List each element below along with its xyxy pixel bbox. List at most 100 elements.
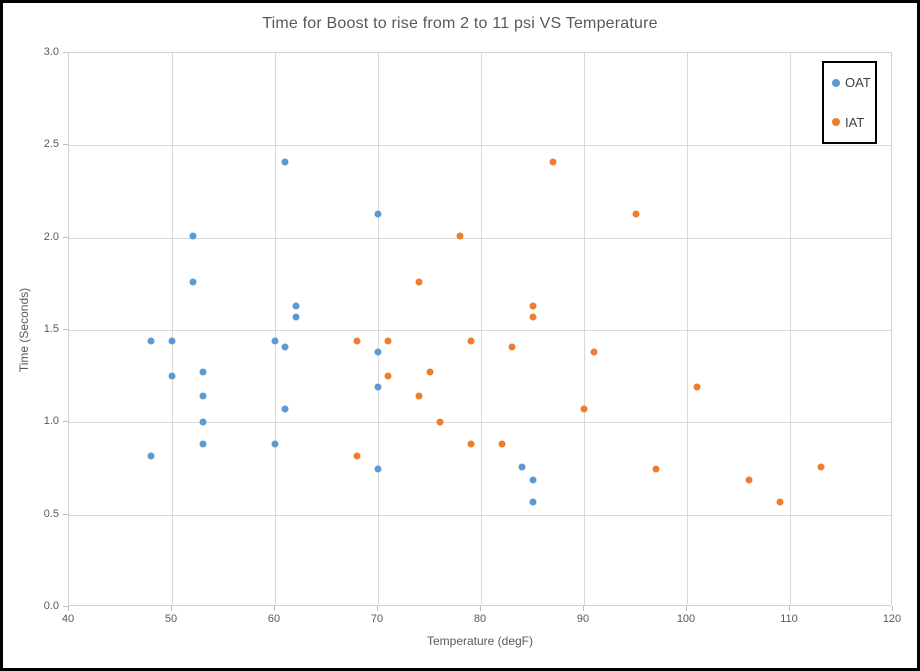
data-point-iat xyxy=(745,476,753,484)
legend-label-iat: IAT xyxy=(845,114,865,130)
x-tick-mark xyxy=(686,606,687,611)
data-point-iat xyxy=(498,440,506,448)
gridline-vertical xyxy=(172,53,173,605)
data-point-iat xyxy=(508,343,516,351)
data-point-oat xyxy=(189,232,197,240)
y-tick-label: 1.5 xyxy=(43,323,59,335)
data-point-iat xyxy=(693,383,701,391)
x-tick-label: 120 xyxy=(882,613,902,625)
gridline-vertical xyxy=(584,53,585,605)
data-point-oat xyxy=(168,337,176,345)
y-tick-mark xyxy=(63,236,68,238)
data-point-iat xyxy=(456,232,464,240)
data-point-iat xyxy=(467,440,475,448)
y-tick-label: 0.0 xyxy=(43,600,59,612)
y-tick-label: 2.0 xyxy=(43,230,59,243)
gridline-horizontal xyxy=(69,237,891,239)
data-point-oat xyxy=(199,392,207,400)
x-tick-label: 110 xyxy=(780,613,798,625)
data-point-oat xyxy=(147,337,155,345)
iat-marker-icon xyxy=(832,118,840,127)
data-point-oat xyxy=(292,302,300,310)
data-point-iat xyxy=(549,158,557,166)
x-tick-mark xyxy=(583,606,584,611)
y-tick-mark xyxy=(63,329,68,330)
data-point-oat xyxy=(189,278,197,286)
data-point-iat xyxy=(632,210,639,218)
y-tick-label: 0.5 xyxy=(43,507,59,520)
x-tick-label: 100 xyxy=(676,613,696,625)
x-tick-label: 90 xyxy=(576,613,590,625)
data-point-iat xyxy=(467,337,475,345)
data-point-oat xyxy=(147,452,155,460)
x-tick-label: 60 xyxy=(267,613,281,625)
data-point-iat xyxy=(384,372,392,380)
y-tick-label: 3.0 xyxy=(43,46,59,58)
data-point-oat xyxy=(199,440,207,448)
y-tick-mark xyxy=(63,52,68,53)
y-tick-label: 2.5 xyxy=(43,138,59,151)
x-tick-label: 40 xyxy=(61,613,75,625)
legend: OAT IAT xyxy=(822,61,877,144)
gridline-vertical xyxy=(481,53,482,605)
data-point-oat xyxy=(199,418,207,426)
gridline-vertical xyxy=(687,53,688,605)
data-point-oat xyxy=(168,372,176,380)
x-tick-label: 50 xyxy=(164,613,178,625)
data-point-iat xyxy=(652,465,660,472)
data-point-iat xyxy=(353,452,361,460)
data-point-iat xyxy=(580,405,588,413)
gridline-horizontal xyxy=(69,330,891,331)
data-point-iat xyxy=(415,392,423,400)
data-point-iat xyxy=(384,337,392,345)
x-tick-mark xyxy=(68,606,69,611)
y-tick-label: 1.0 xyxy=(43,415,59,428)
data-point-iat xyxy=(776,498,784,506)
data-point-iat xyxy=(353,337,361,345)
x-tick-mark xyxy=(480,606,481,611)
y-tick-mark xyxy=(63,513,68,515)
data-point-iat xyxy=(529,313,536,321)
y-tick-mark xyxy=(63,421,68,423)
data-point-oat xyxy=(529,498,536,506)
data-point-oat xyxy=(271,440,279,448)
gridline-vertical xyxy=(275,53,276,605)
x-tick-mark xyxy=(892,606,893,611)
chart-title: Time for Boost to rise from 2 to 11 psi … xyxy=(262,15,658,32)
oat-marker-icon xyxy=(832,78,840,87)
legend-label-oat: OAT xyxy=(845,75,871,91)
data-point-oat xyxy=(518,463,526,471)
gridline-vertical xyxy=(378,53,379,605)
data-point-iat xyxy=(415,278,423,286)
data-point-oat xyxy=(281,343,289,351)
x-axis-title: Temperature (degF) xyxy=(426,634,534,648)
x-tick-mark xyxy=(377,606,378,611)
data-point-oat xyxy=(374,383,382,391)
gridline-horizontal xyxy=(69,422,891,424)
legend-item-oat: OAT xyxy=(832,75,875,90)
x-tick-mark xyxy=(274,606,275,611)
data-point-iat xyxy=(426,368,433,376)
data-point-oat xyxy=(292,313,300,321)
data-point-oat xyxy=(374,210,382,218)
data-point-oat xyxy=(281,405,289,413)
gridline-horizontal xyxy=(69,514,891,516)
gridline-vertical xyxy=(790,53,791,605)
data-point-oat xyxy=(271,337,279,345)
data-point-oat xyxy=(199,368,207,376)
data-point-iat xyxy=(436,418,444,426)
x-tick-label: 80 xyxy=(473,613,487,625)
data-point-oat xyxy=(281,158,289,166)
data-point-iat xyxy=(529,302,536,310)
gridline-horizontal xyxy=(69,145,891,147)
legend-item-iat: IAT xyxy=(832,115,875,130)
x-tick-mark xyxy=(789,606,790,611)
data-point-oat xyxy=(529,476,536,484)
y-tick-mark xyxy=(63,144,68,146)
data-point-oat xyxy=(374,465,382,472)
data-point-iat xyxy=(817,463,825,471)
plot-area xyxy=(68,52,892,606)
x-tick-label: 70 xyxy=(370,613,384,625)
y-tick-mark xyxy=(63,606,68,607)
